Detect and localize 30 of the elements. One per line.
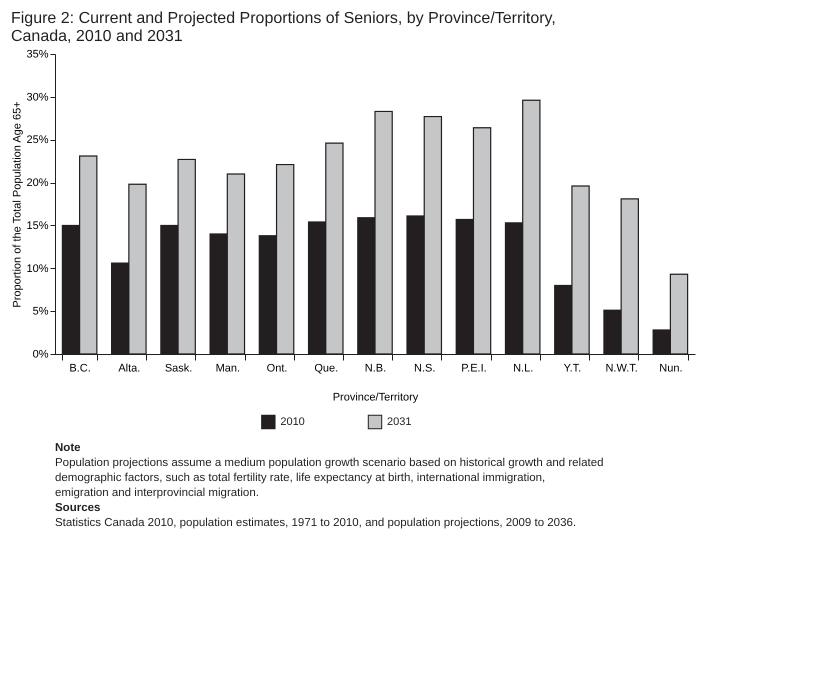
y-tick-label: 10% [26,262,49,275]
x-tick-label: N.L. [513,362,534,374]
y-tick-label: 25% [26,134,49,146]
text: Population projections assume a medium population growth scenario based on historical growth and related demographic factors, such as total fertility rate, life expectancy at birth, international immigration, emigration and interprovincial migration. [55,457,604,499]
x-tick-label: N.B. [364,362,386,374]
x-axis-title: Province/Territory [332,392,419,404]
x-tick-label: N.W.T. [605,362,638,374]
x-tick-label: Alta. [118,362,140,374]
text: Sources [55,502,100,514]
y-tick-label: 15% [26,220,49,232]
y-tick-label: 20% [26,177,49,190]
y-tick-label: 30% [26,91,49,104]
text: Note [55,442,81,454]
x-tick-label: Nun. [659,362,683,374]
x-tick-label: Man. [216,362,240,374]
chart-title: Figure 2: Current and Projected Proportions of Seniors, by Province/Territory, Canada, 2010 and 2031 [10,10,556,45]
y-tick-label: 0% [32,348,49,360]
x-tick-label: Ont. [266,362,288,374]
legend-label: 2031 [387,416,412,428]
legend-label: 2010 [280,416,305,428]
y-tick-label: 35% [26,48,49,60]
x-tick-label: Sask. [164,362,192,374]
text: Statistics Canada 2010, population estimates, 1971 to 2010, and population projections, 2009 to 2036. [55,517,576,529]
y-axis-title: Proportion of the Total Population Age 65+ [11,101,24,308]
y-tick-label: 5% [32,306,49,318]
x-tick-label: Y.T. [564,362,582,374]
x-tick-label: Que. [314,362,338,374]
x-tick-label: P.E.I. [461,362,487,374]
x-tick-label: B.C. [69,362,91,374]
x-tick-label: N.S. [414,362,436,374]
